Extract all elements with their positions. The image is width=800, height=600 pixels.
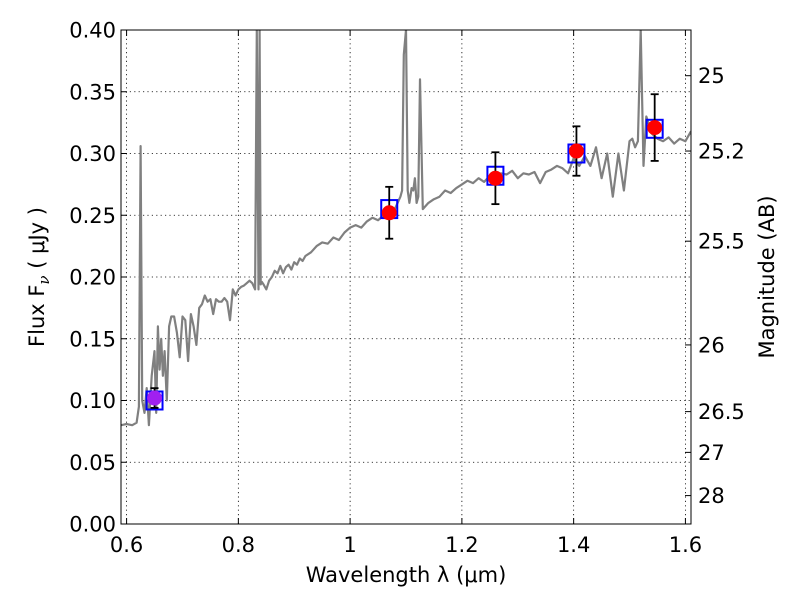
y2-tick-label: 26 xyxy=(698,333,725,357)
x-tick-label: 0.6 xyxy=(110,533,143,557)
y-axis-title-unit: ( μJy ) xyxy=(25,207,49,275)
data-markers xyxy=(145,93,664,411)
y-tick-label: 0.15 xyxy=(69,327,116,351)
y2-tick-label: 28 xyxy=(698,484,725,508)
y-axis-title-main: Flux F xyxy=(25,285,49,347)
x-tick-label: 1.6 xyxy=(669,533,702,557)
x-tick-label: 1.4 xyxy=(557,533,590,557)
y-tick-label: 0.30 xyxy=(69,142,116,166)
axis-ticks: 0.6 0.8 1 1.2 1.4 1.6 0.00 0.05 0.10 0.15 0.20 0.25… xyxy=(69,19,745,558)
x-tick-label: 1 xyxy=(343,533,356,557)
y2-tick-label: 26.5 xyxy=(698,400,745,424)
y2-axis-title: Magnitude (AB) xyxy=(755,195,779,358)
y-tick-label: 0.40 xyxy=(69,19,116,43)
y2-tick-label: 27 xyxy=(698,441,725,465)
y2-tick-label: 25.2 xyxy=(698,140,745,164)
y-tick-label: 0.00 xyxy=(69,513,116,537)
y2-tick-label: 25 xyxy=(698,64,725,88)
x-axis-title: Wavelength λ (μm) xyxy=(306,563,507,587)
y-tick-label: 0.25 xyxy=(69,204,116,228)
y-axis-title-subscript: ν xyxy=(35,275,53,284)
x-tick-label: 0.8 xyxy=(222,533,255,557)
y2-tick-label: 25.5 xyxy=(698,230,745,254)
y-tick-label: 0.35 xyxy=(69,80,116,104)
observed-point-marker xyxy=(381,205,397,221)
y-tick-label: 0.20 xyxy=(69,266,116,290)
observed-point-marker xyxy=(568,143,584,159)
y-axis-title: Flux Fν ( μJy ) xyxy=(25,207,53,347)
x-tick-label: 1.2 xyxy=(445,533,478,557)
y-tick-label: 0.05 xyxy=(69,451,116,475)
observed-point-marker xyxy=(647,120,663,136)
observed-point-marker xyxy=(147,390,163,406)
y-tick-label: 0.10 xyxy=(69,389,116,413)
spectrum-line xyxy=(121,30,691,427)
observed-point-marker xyxy=(487,170,503,186)
